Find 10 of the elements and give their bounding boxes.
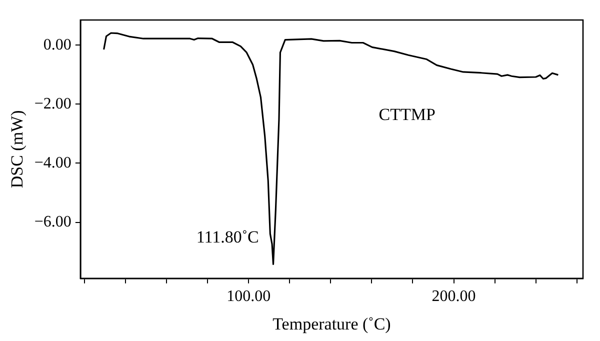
y-axis-title: DSC (mW) [8, 110, 27, 188]
x-tick-label: 100.00 [226, 288, 271, 306]
y-tick-label: 0.00 [43, 36, 72, 54]
y-tick-label: −6.00 [34, 213, 72, 230]
annotation: 111.80˚C [196, 228, 259, 247]
annotation: CTTMP [378, 105, 436, 124]
x-tick-label: 200.00 [432, 288, 476, 306]
x-axis-title: Temperature (˚C) [272, 314, 391, 334]
y-tick-label: −2.00 [34, 95, 72, 112]
y-tick-label: −4.00 [34, 154, 72, 172]
